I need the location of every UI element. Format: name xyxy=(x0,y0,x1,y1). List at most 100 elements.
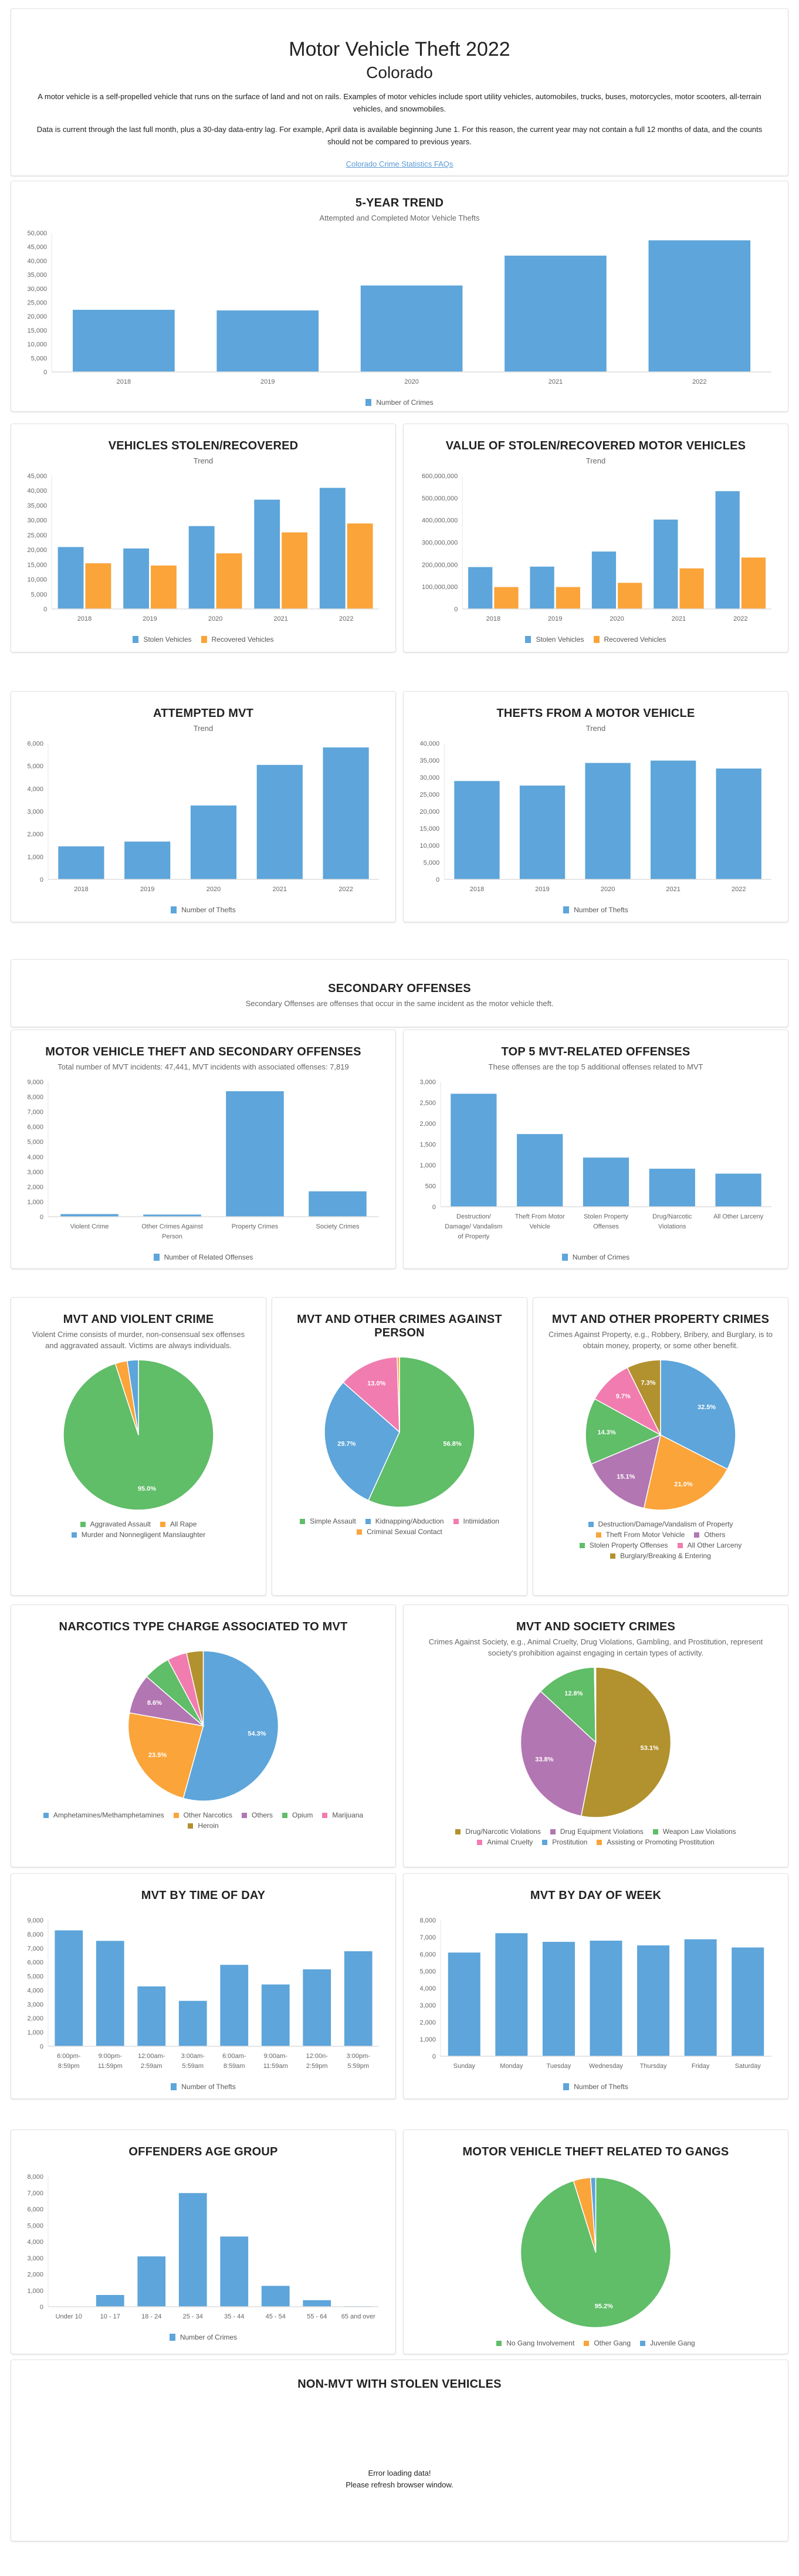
bar-stolen-vehicles-2018[interactable] xyxy=(468,566,493,610)
legend-item-simple-assault[interactable]: Simple Assault xyxy=(300,1517,356,1525)
bar-number-of-thefts-9-00am-11-59am[interactable] xyxy=(260,1983,290,2047)
pie-slice-theft-from-motor-vehicle[interactable] xyxy=(643,1434,728,1511)
bar-number-of-thefts-3-00am-5-59am[interactable] xyxy=(178,2000,208,2047)
legend-item-other-gang[interactable]: Other Gang xyxy=(584,2339,631,2347)
bar-recovered-vehicles-2019[interactable] xyxy=(555,586,581,610)
bar-number-of-thefts-2020[interactable] xyxy=(189,805,238,880)
bar-number-of-crimes-theft-from-motor-vehicle[interactable] xyxy=(516,1133,564,1207)
bar-number-of-crimes-45-54[interactable] xyxy=(260,2285,290,2307)
bar-number-of-thefts-2021[interactable] xyxy=(649,760,697,880)
bar-number-of-thefts-2018[interactable] xyxy=(57,845,105,880)
bar-number-of-thefts-wednesday[interactable] xyxy=(589,1940,623,2057)
bar-number-of-thefts-6-00pm-8-59pm[interactable] xyxy=(54,1930,84,2047)
legend-item-stolen-property-offenses[interactable]: Stolen Property Offenses xyxy=(579,1541,668,1549)
pie-slice-murder-and-nonnegligent-manslaughter[interactable] xyxy=(126,1359,139,1436)
pie-slice-destruction-damage-vandalism-of-property[interactable] xyxy=(660,1359,736,1470)
bar-number-of-crimes-destruction-damage-vandalism-of-property[interactable] xyxy=(450,1093,497,1207)
legend-item-intimidation[interactable]: Intimidation xyxy=(453,1517,499,1525)
bar-stolen-vehicles-2022[interactable] xyxy=(319,487,346,610)
legend-item-recovered-vehicles[interactable]: Recovered Vehicles xyxy=(201,635,274,644)
legend-item-stolen-vehicles[interactable]: Stolen Vehicles xyxy=(133,635,192,644)
bar-number-of-thefts-9-00pm-11-59pm[interactable] xyxy=(95,1940,125,2047)
bar-number-of-crimes-all-other-larceny[interactable] xyxy=(715,1173,762,1207)
legend-item-all-other-larceny[interactable]: All Other Larceny xyxy=(677,1541,742,1549)
legend-item-no-gang-involvement[interactable]: No Gang Involvement xyxy=(496,2339,574,2347)
bar-number-of-thefts-2018[interactable] xyxy=(453,780,500,880)
bar-number-of-thefts-3-00pm-5-59pm[interactable] xyxy=(343,1951,373,2047)
legend-item-number-of-thefts[interactable]: Number of Thefts xyxy=(171,2083,236,2091)
bar-stolen-vehicles-2019[interactable] xyxy=(529,566,555,610)
bar-stolen-vehicles-2019[interactable] xyxy=(123,547,150,610)
bar-number-of-crimes-2018[interactable] xyxy=(72,309,175,373)
bar-number-of-crimes-25-34[interactable] xyxy=(178,2192,208,2307)
legend-item-destruction-damage-vandalism-of-property[interactable]: Destruction/Damage/Vandalism of Property xyxy=(588,1520,733,1528)
legend-item-drug-equipment-violations[interactable]: Drug Equipment Violations xyxy=(550,1827,644,1836)
bar-number-of-thefts-2021[interactable] xyxy=(256,764,303,880)
bar-number-of-thefts-2020[interactable] xyxy=(584,762,631,880)
bar-number-of-thefts-12-00am-2-59am[interactable] xyxy=(137,1986,167,2047)
pie-slice-heroin[interactable] xyxy=(185,1650,204,1727)
bar-number-of-crimes-2021[interactable] xyxy=(504,255,607,373)
bar-recovered-vehicles-2022[interactable] xyxy=(346,523,374,610)
bar-number-of-thefts-monday[interactable] xyxy=(495,1932,529,2057)
legend-item-criminal-sexual-contact[interactable]: Criminal Sexual Contact xyxy=(357,1528,442,1536)
bar-recovered-vehicles-2020[interactable] xyxy=(215,553,243,610)
bar-number-of-crimes-10-17[interactable] xyxy=(95,2294,125,2307)
pie-slice-all-other-larceny[interactable] xyxy=(594,1367,662,1436)
pie-slice-other-narcotics[interactable] xyxy=(127,1712,204,1799)
bar-stolen-vehicles-2020[interactable] xyxy=(188,525,215,610)
legend-item-number-of-related-offenses[interactable]: Number of Related Offenses xyxy=(153,1253,253,1261)
legend-item-amphetamines-methamphetamines[interactable]: Amphetamines/Methamphetamines xyxy=(43,1811,164,1819)
legend-item-all-rape[interactable]: All Rape xyxy=(160,1520,197,1528)
legend-item-assisting-or-promoting-prostitution[interactable]: Assisting or Promoting Prostitution xyxy=(597,1838,715,1846)
legend-item-weapon-law-violations[interactable]: Weapon Law Violations xyxy=(652,1827,736,1836)
bar-number-of-crimes-drug-narcotic-violations[interactable] xyxy=(648,1168,696,1207)
bar-number-of-crimes-stolen-property-offenses[interactable] xyxy=(582,1157,630,1207)
bar-stolen-vehicles-2018[interactable] xyxy=(57,546,84,610)
legend-item-other-narcotics[interactable]: Other Narcotics xyxy=(173,1811,232,1819)
bar-number-of-thefts-sunday[interactable] xyxy=(447,1952,481,2057)
legend-item-number-of-crimes[interactable]: Number of Crimes xyxy=(561,1253,629,1261)
bar-recovered-vehicles-2018[interactable] xyxy=(493,586,519,610)
legend-item-number-of-crimes[interactable]: Number of Crimes xyxy=(169,2333,237,2341)
legend-item-opium[interactable]: Opium xyxy=(282,1811,313,1819)
pie-slice-burglary-breaking-entering[interactable] xyxy=(627,1359,661,1436)
bar-stolen-vehicles-2021[interactable] xyxy=(253,499,281,610)
bar-number-of-thefts-friday[interactable] xyxy=(683,1938,717,2057)
bar-number-of-crimes-55-64[interactable] xyxy=(302,2299,332,2307)
pie-slice-intimidation[interactable] xyxy=(342,1356,400,1433)
bar-recovered-vehicles-2021[interactable] xyxy=(679,567,705,610)
legend-item-burglary-breaking-entering[interactable]: Burglary/Breaking & Entering xyxy=(610,1552,711,1560)
legend-item-marijuana[interactable]: Marijuana xyxy=(322,1811,363,1819)
legend-item-aggravated-assault[interactable]: Aggravated Assault xyxy=(80,1520,151,1528)
legend-item-number-of-thefts[interactable]: Number of Thefts xyxy=(563,906,628,914)
bar-number-of-thefts-tuesday[interactable] xyxy=(541,1941,575,2057)
bar-stolen-vehicles-2021[interactable] xyxy=(653,519,679,610)
legend-item-others[interactable]: Others xyxy=(694,1531,725,1539)
bar-number-of-related-offenses-society-crimes[interactable] xyxy=(308,1190,367,1217)
legend-item-theft-from-motor-vehicle[interactable]: Theft From Motor Vehicle xyxy=(595,1531,685,1539)
legend-item-kidnapping-abduction[interactable]: Kidnapping/Abduction xyxy=(365,1517,444,1525)
bar-number-of-thefts-thursday[interactable] xyxy=(637,1945,671,2057)
bar-stolen-vehicles-2020[interactable] xyxy=(591,551,617,610)
bar-recovered-vehicles-2020[interactable] xyxy=(617,582,643,610)
bar-number-of-thefts-6-00am-8-59am[interactable] xyxy=(219,1964,249,2047)
bar-recovered-vehicles-2021[interactable] xyxy=(281,532,309,610)
bar-stolen-vehicles-2022[interactable] xyxy=(715,490,740,610)
bar-recovered-vehicles-2022[interactable] xyxy=(740,557,767,610)
legend-item-drug-narcotic-violations[interactable]: Drug/Narcotic Violations xyxy=(455,1827,541,1836)
pie-slice-drug-narcotic-violations[interactable] xyxy=(580,1667,672,1818)
bar-number-of-crimes-35-44[interactable] xyxy=(219,2236,249,2307)
bar-recovered-vehicles-2018[interactable] xyxy=(84,563,112,610)
bar-number-of-thefts-2019[interactable] xyxy=(519,785,566,880)
bar-number-of-related-offenses-property-crimes[interactable] xyxy=(225,1091,285,1217)
legend-item-heroin[interactable]: Heroin xyxy=(188,1822,219,1830)
legend-item-prostitution[interactable]: Prostitution xyxy=(542,1838,587,1846)
bar-number-of-crimes-18-24[interactable] xyxy=(137,2256,167,2307)
pie-slice-juvenile-gang[interactable] xyxy=(590,2176,597,2253)
legend-item-stolen-vehicles[interactable]: Stolen Vehicles xyxy=(525,635,584,644)
bar-number-of-crimes-2020[interactable] xyxy=(360,285,463,373)
bar-number-of-thefts-2019[interactable] xyxy=(124,841,171,880)
legend-item-others[interactable]: Others xyxy=(242,1811,273,1819)
legend-item-animal-cruelty[interactable]: Animal Cruelty xyxy=(477,1838,533,1846)
